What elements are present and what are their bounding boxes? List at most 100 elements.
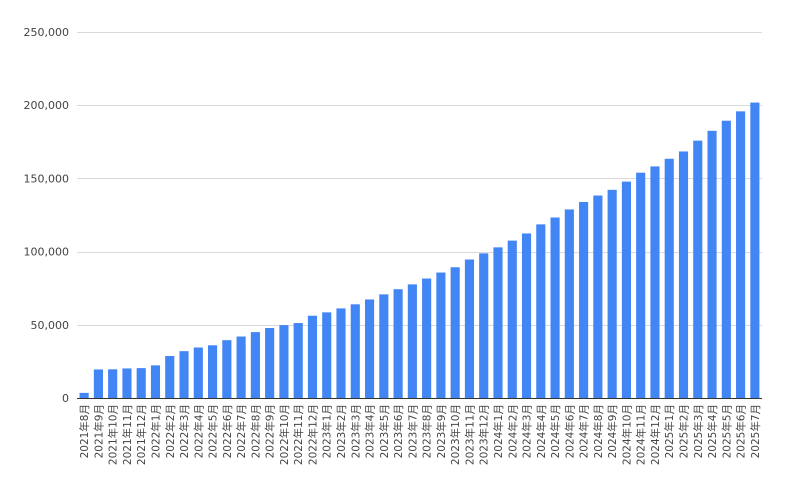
bar <box>479 253 489 398</box>
x-tick-label: 2024年10月 <box>620 404 633 465</box>
bar <box>564 209 574 398</box>
bar <box>593 195 603 398</box>
x-tick-label: 2025年1月 <box>663 404 676 458</box>
y-tick-label: 50,000 <box>31 319 70 332</box>
x-tick-label: 2021年9月 <box>92 404 105 458</box>
y-tick-label: 100,000 <box>24 246 70 259</box>
bar <box>536 224 546 398</box>
bar <box>550 217 560 398</box>
bar <box>307 315 318 398</box>
x-tick-label: 2024年11月 <box>635 404 648 465</box>
y-tick-label: 150,000 <box>24 172 70 185</box>
bar <box>678 151 689 398</box>
bar <box>507 240 517 398</box>
x-tick-label: 2024年6月 <box>563 404 576 458</box>
bar <box>364 299 375 398</box>
x-tick-label: 2022年10月 <box>278 404 291 465</box>
x-tick-label: 2024年5月 <box>549 404 562 458</box>
x-tick-label: 2023年5月 <box>378 404 391 458</box>
bar <box>736 111 746 398</box>
bar <box>521 233 532 398</box>
x-tick-label: 2021年10月 <box>107 404 120 465</box>
x-tick-label: 2025年5月 <box>720 404 733 458</box>
bar <box>379 294 389 398</box>
bar <box>336 308 346 398</box>
x-tick-label: 2022年7月 <box>235 404 248 458</box>
x-tick-label: 2024年4月 <box>535 404 548 458</box>
x-tick-label: 2022年6月 <box>221 404 234 458</box>
bar <box>422 278 432 398</box>
bar <box>464 259 475 398</box>
x-tick-label: 2023年12月 <box>478 404 491 465</box>
bar <box>393 289 403 398</box>
bar <box>579 201 589 398</box>
x-tick-label: 2022年5月 <box>207 404 220 458</box>
bar <box>108 369 118 398</box>
bars <box>79 102 760 398</box>
x-tick-label: 2022年3月 <box>178 404 191 458</box>
bar <box>179 351 189 398</box>
x-tick-label: 2022年2月 <box>164 404 177 458</box>
bar <box>150 365 161 398</box>
x-tick-label: 2023年7月 <box>406 404 419 458</box>
x-tick-label: 2023年4月 <box>364 404 377 458</box>
gridlines <box>77 32 762 326</box>
x-tick-label: 2023年1月 <box>321 404 334 458</box>
x-tick-label: 2023年3月 <box>349 404 362 458</box>
x-tick-label: 2022年8月 <box>249 404 262 458</box>
bar <box>493 247 503 398</box>
bar <box>293 323 303 398</box>
bar <box>165 355 175 398</box>
bar <box>93 369 103 398</box>
x-tick-label: 2024年7月 <box>578 404 591 458</box>
y-tick-label: 0 <box>62 392 69 405</box>
y-tick-label: 250,000 <box>24 26 70 39</box>
x-tick-label: 2022年4月 <box>192 404 205 458</box>
bar <box>707 130 717 398</box>
x-tick-label: 2024年12月 <box>649 404 662 465</box>
x-tick-label: 2022年9月 <box>264 404 277 458</box>
bar <box>750 102 760 398</box>
bar <box>250 332 260 398</box>
y-tick-label: 200,000 <box>24 99 70 112</box>
bar <box>122 368 132 398</box>
x-tick-label: 2021年8月 <box>78 404 91 458</box>
x-tick-label: 2023年8月 <box>421 404 434 458</box>
bar <box>350 304 360 398</box>
bar <box>279 325 289 398</box>
bar <box>407 284 417 398</box>
x-tick-label: 2022年11月 <box>292 404 305 465</box>
bar <box>208 345 218 398</box>
x-tick-label: 2024年1月 <box>492 404 505 458</box>
bar <box>265 328 275 398</box>
x-tick-label: 2023年6月 <box>392 404 405 458</box>
bar <box>79 392 89 398</box>
x-tick-label: 2023年11月 <box>463 404 476 465</box>
bar <box>322 312 332 398</box>
bar <box>236 336 246 398</box>
x-tick-label: 2022年1月 <box>149 404 162 458</box>
x-tick-label: 2021年11月 <box>121 404 134 465</box>
bar <box>436 272 446 398</box>
x-tick-label: 2024年9月 <box>606 404 619 458</box>
x-tick-label: 2025年2月 <box>678 404 691 458</box>
x-tick-label: 2023年2月 <box>335 404 348 458</box>
bar <box>664 158 674 398</box>
bar <box>621 181 631 398</box>
x-axis-tick-labels: 2021年8月 2021年9月 2021年10月 2021年11月 2021年12月 20… <box>78 404 762 465</box>
x-tick-label: 2025年7月 <box>749 404 762 458</box>
bar <box>636 172 646 398</box>
bar <box>136 368 146 398</box>
x-tick-label: 2023年9月 <box>435 404 448 458</box>
y-axis-tick-labels: 0 50,000 100,000 150,000 200,000 250,000 <box>24 26 70 405</box>
x-tick-label: 2023年10月 <box>449 404 462 465</box>
x-tick-label: 2025年6月 <box>735 404 748 458</box>
x-tick-label: 2025年4月 <box>706 404 719 458</box>
x-tick-label: 2024年8月 <box>592 404 605 458</box>
x-tick-label: 2024年2月 <box>506 404 519 458</box>
x-tick-label: 2024年3月 <box>521 404 534 458</box>
bar <box>222 340 232 398</box>
x-tick-label: 2022年12月 <box>306 404 319 465</box>
